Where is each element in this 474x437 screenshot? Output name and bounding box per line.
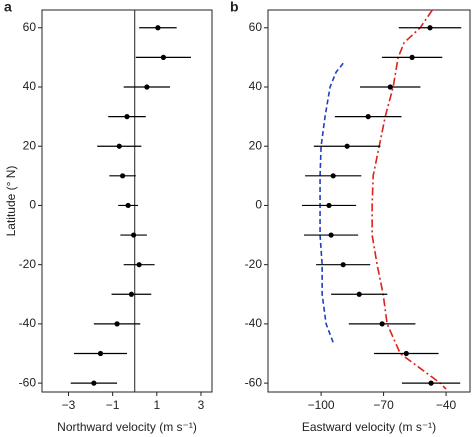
x-tick-label: −70 — [373, 398, 394, 412]
point — [379, 321, 385, 327]
point — [344, 143, 350, 149]
y-tick-label: 20 — [249, 138, 263, 152]
point — [356, 291, 362, 297]
y-tick-label: -60 — [19, 375, 37, 389]
point — [409, 54, 415, 60]
point — [91, 380, 97, 386]
point — [125, 202, 131, 209]
panel-label: b — [230, 0, 239, 15]
profile-line — [371, 9, 447, 390]
profile-line — [319, 62, 344, 345]
point — [387, 84, 393, 90]
point — [427, 25, 433, 31]
plot-frame — [267, 9, 471, 393]
y-tick-label: 40 — [249, 79, 263, 93]
point — [114, 321, 120, 327]
y-axis-label: Latitude (° N) — [4, 166, 18, 237]
y-tick-label: -20 — [19, 257, 37, 271]
point — [131, 232, 137, 238]
point — [428, 380, 434, 386]
x-tick-label: −40 — [436, 398, 457, 412]
y-tick-label: -40 — [19, 316, 37, 330]
x-tick-label: 1 — [153, 398, 160, 412]
x-tick-label: −100 — [308, 398, 335, 412]
point — [160, 54, 167, 60]
point — [124, 114, 130, 120]
y-tick-label: -60 — [245, 375, 263, 389]
point — [403, 350, 409, 357]
plot-frame — [41, 9, 213, 393]
x-axis-label: Northward velocity (m s⁻¹) — [57, 420, 197, 434]
point — [365, 114, 371, 120]
panel-label: a — [4, 0, 12, 15]
point — [97, 350, 104, 357]
point — [326, 202, 332, 209]
y-tick-label: 60 — [23, 20, 37, 34]
y-tick-label: 0 — [255, 198, 262, 212]
point — [119, 173, 126, 179]
y-tick-label: 0 — [29, 198, 36, 212]
point — [116, 143, 122, 149]
point — [136, 262, 142, 268]
point — [328, 232, 334, 238]
point — [128, 291, 135, 297]
y-tick-label: -20 — [245, 257, 263, 271]
x-axis-label: Eastward velocity (m s⁻¹) — [302, 420, 436, 434]
x-tick-label: −1 — [106, 398, 120, 412]
x-tick-label: 3 — [198, 398, 205, 412]
y-tick-label: -40 — [245, 316, 263, 330]
y-tick-label: 20 — [23, 138, 37, 152]
point — [155, 25, 161, 31]
point — [144, 84, 150, 90]
y-tick-label: 60 — [249, 20, 263, 34]
point — [340, 262, 346, 268]
x-tick-label: −3 — [62, 398, 76, 412]
y-tick-label: 40 — [23, 79, 37, 93]
point — [330, 173, 336, 179]
